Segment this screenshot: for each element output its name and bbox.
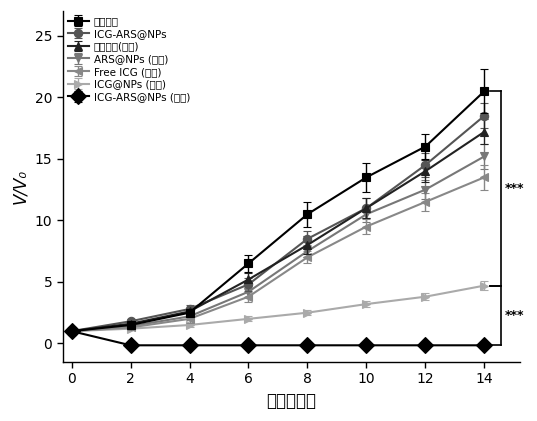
Text: ***: *** [505,309,525,322]
Legend: 生理盐水, ICG-ARS@NPs, 生理盐水(光照), ARS@NPs (光照), Free ICG (光照), ICG@NPs (光照), ICG-ARS@: 生理盐水, ICG-ARS@NPs, 生理盐水(光照), ARS@NPs (光照… [66,14,192,104]
Text: ***: *** [505,182,525,195]
X-axis label: 时间（天）: 时间（天） [266,392,316,410]
Y-axis label: V/V₀: V/V₀ [11,169,29,204]
